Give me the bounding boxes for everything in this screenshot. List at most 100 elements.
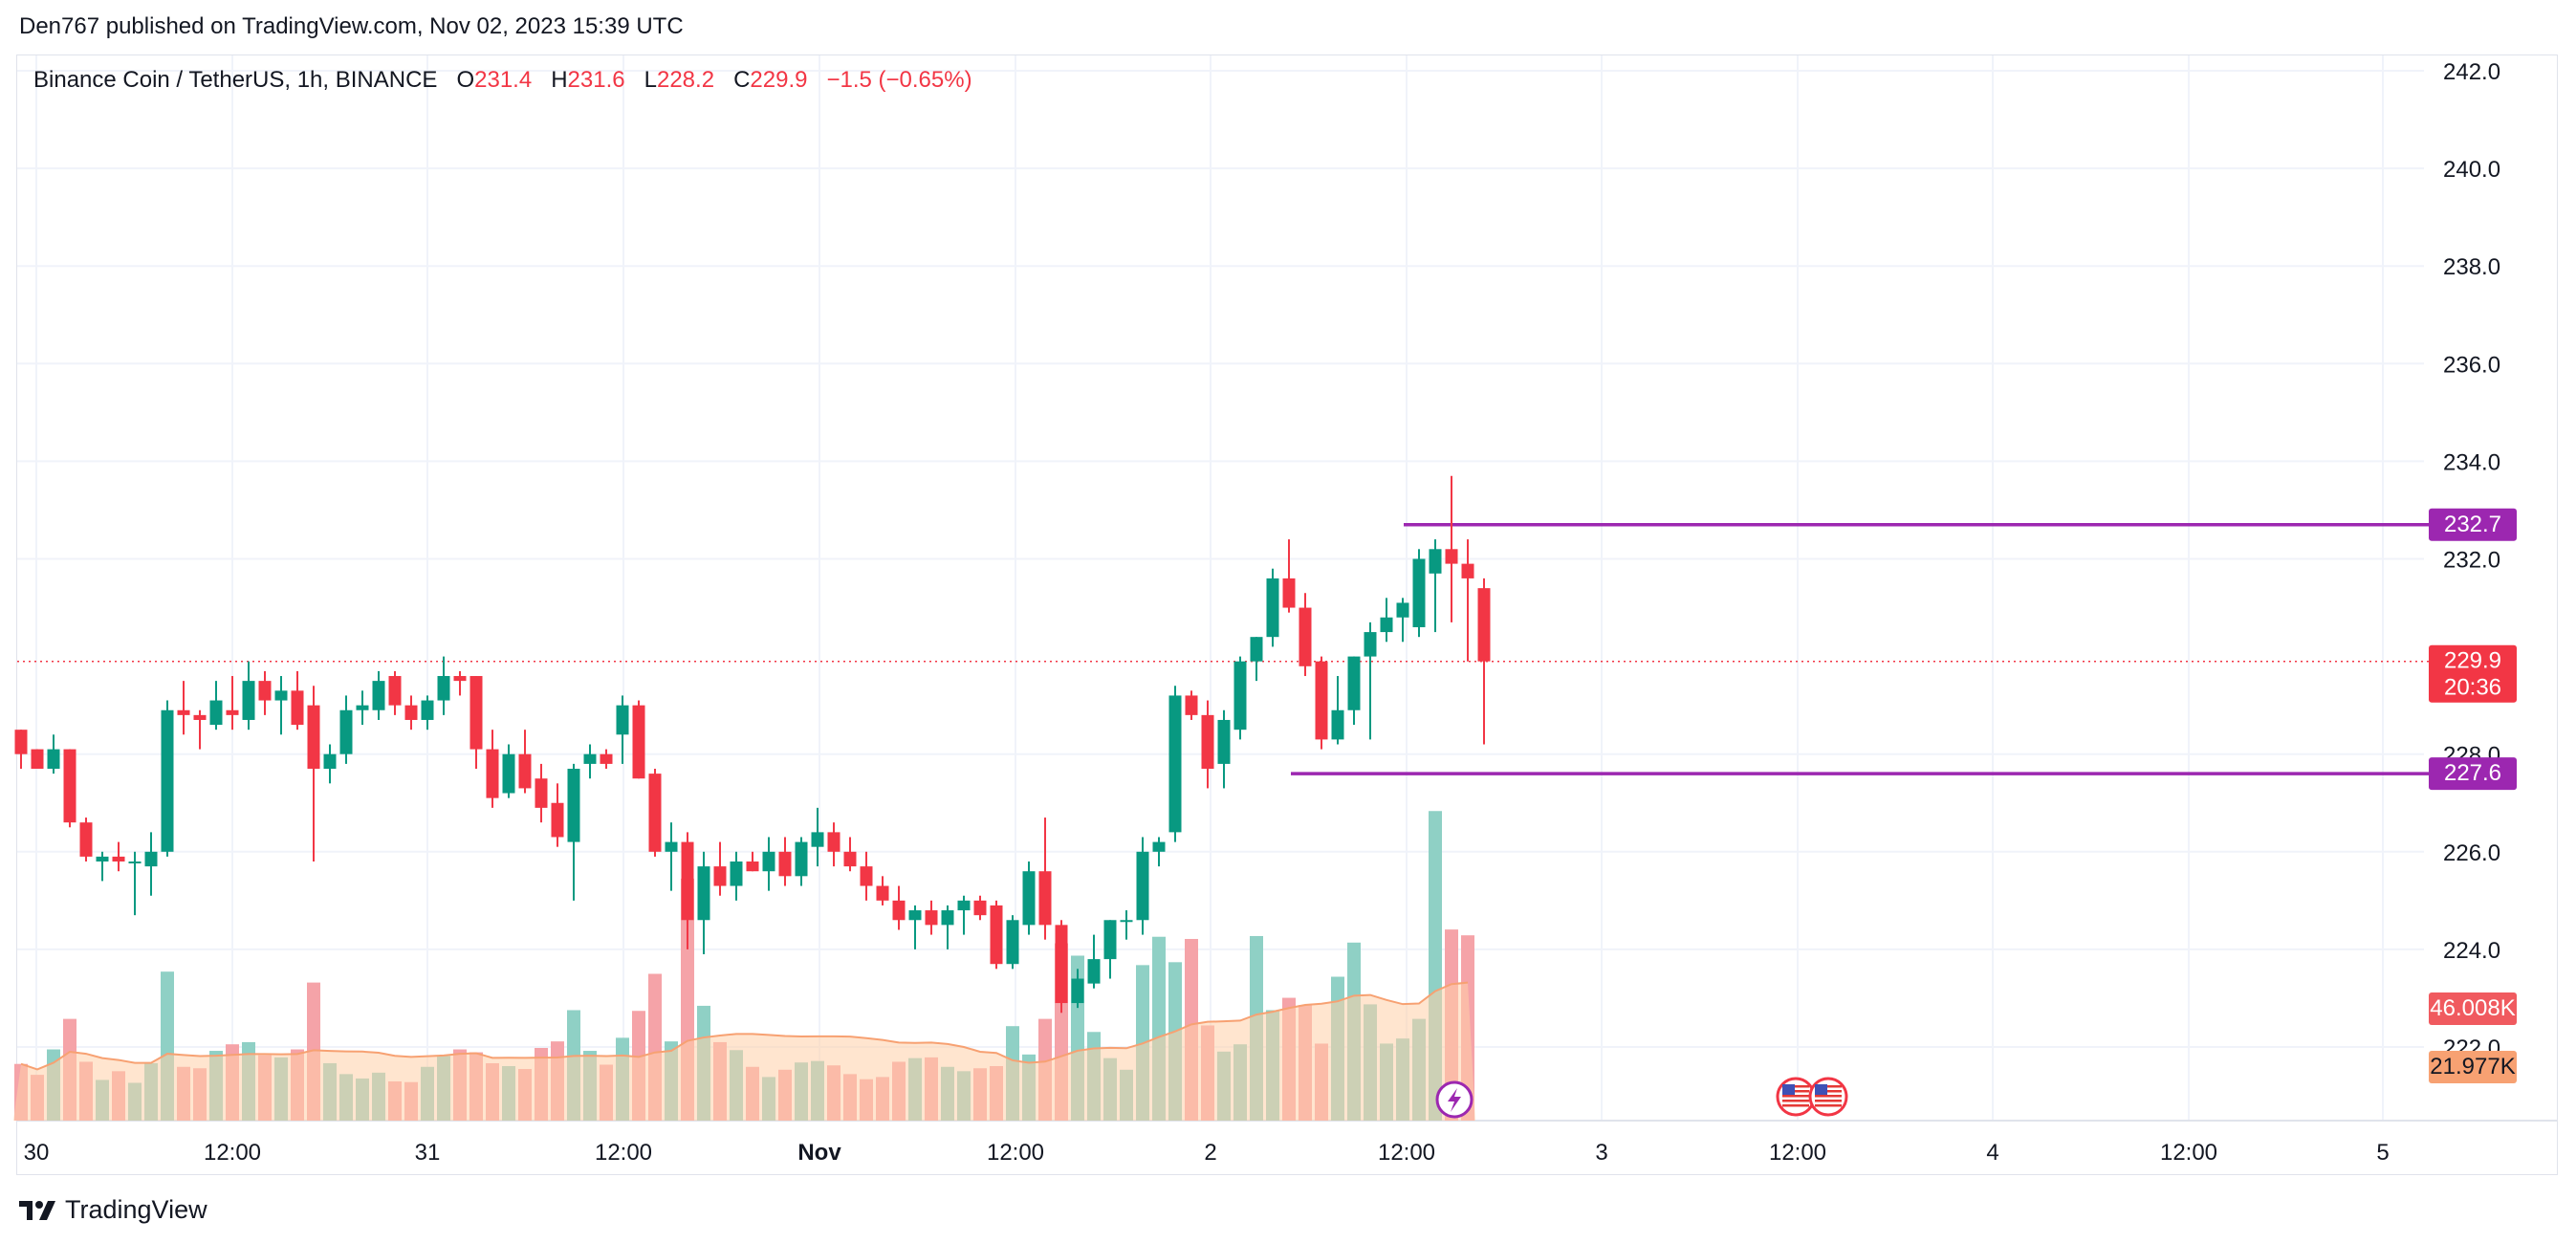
candle[interactable]	[1412, 549, 1426, 638]
candle[interactable]	[908, 905, 922, 949]
candle[interactable]	[795, 837, 808, 886]
candle[interactable]	[827, 822, 840, 867]
candle[interactable]	[356, 690, 369, 726]
candle[interactable]	[323, 744, 337, 784]
candle[interactable]	[242, 661, 255, 731]
candle[interactable]	[990, 900, 1003, 970]
candle[interactable]	[486, 730, 499, 808]
candle[interactable]	[177, 681, 190, 735]
candle[interactable]	[307, 686, 320, 862]
candle[interactable]	[502, 744, 515, 798]
candle[interactable]	[404, 695, 418, 731]
us-flag-icon[interactable]	[1776, 1077, 1816, 1117]
candle[interactable]	[372, 670, 385, 720]
candle[interactable]	[746, 851, 759, 872]
candle[interactable]	[600, 749, 613, 770]
candle[interactable]	[1071, 969, 1084, 1009]
candle[interactable]	[1006, 915, 1019, 970]
price-axis[interactable]: 242.0240.0238.0236.0234.0232.0228.0226.0…	[2443, 59, 2500, 1061]
candle[interactable]	[681, 832, 694, 949]
candle[interactable]	[762, 837, 775, 891]
candle[interactable]	[274, 676, 288, 735]
candle[interactable]	[1152, 837, 1166, 867]
candle[interactable]	[518, 730, 532, 794]
candle[interactable]	[1461, 539, 1474, 662]
candle[interactable]	[1299, 593, 1312, 677]
candle[interactable]	[860, 851, 873, 901]
candle[interactable]	[1250, 637, 1263, 682]
candle[interactable]	[1136, 837, 1149, 935]
candle[interactable]	[1055, 920, 1068, 1014]
candle[interactable]	[1282, 539, 1296, 613]
candle[interactable]	[1022, 861, 1036, 935]
candle[interactable]	[811, 807, 824, 867]
candle[interactable]	[128, 851, 142, 916]
candles[interactable]	[14, 475, 1491, 1014]
candle[interactable]	[1266, 568, 1279, 647]
candle[interactable]	[551, 783, 564, 847]
candle[interactable]	[843, 837, 857, 872]
candle[interactable]	[1347, 656, 1361, 726]
us-flag-icon[interactable]	[1808, 1077, 1848, 1117]
candle[interactable]	[1168, 686, 1182, 842]
candle[interactable]	[1429, 539, 1442, 633]
candle[interactable]	[535, 763, 548, 823]
candle[interactable]	[665, 822, 678, 891]
candle[interactable]	[226, 676, 239, 731]
candle[interactable]	[941, 905, 954, 949]
candle[interactable]	[209, 681, 223, 731]
candle[interactable]	[1315, 656, 1328, 750]
candle[interactable]	[1331, 676, 1344, 745]
candle[interactable]	[1120, 910, 1133, 940]
chart-frame[interactable]	[16, 55, 2558, 1175]
candle[interactable]	[1103, 920, 1117, 979]
candle[interactable]	[63, 749, 76, 828]
candle[interactable]	[79, 818, 93, 862]
chart-icons[interactable]	[1435, 1077, 1848, 1119]
candle[interactable]	[112, 841, 125, 872]
candle[interactable]	[453, 670, 467, 696]
candle[interactable]	[567, 763, 580, 901]
candle[interactable]	[1364, 622, 1377, 740]
candle[interactable]	[892, 885, 906, 930]
candle[interactable]	[648, 769, 662, 857]
candle[interactable]	[144, 832, 158, 896]
candle[interactable]	[47, 734, 60, 774]
candle[interactable]	[437, 656, 450, 715]
candle[interactable]	[697, 851, 710, 955]
candle[interactable]	[730, 851, 743, 901]
candle[interactable]	[291, 670, 304, 731]
candle[interactable]	[973, 895, 987, 921]
candle[interactable]	[1477, 578, 1491, 745]
horizontal-levels[interactable]	[17, 523, 2429, 775]
candle[interactable]	[31, 749, 44, 770]
candle[interactable]	[258, 670, 272, 715]
candle[interactable]	[1380, 598, 1393, 643]
tradingview-logo[interactable]: TradingView	[19, 1195, 207, 1225]
candle[interactable]	[469, 676, 483, 770]
time-axis[interactable]: 30 12:00 31 12:00 Nov 12:00 2 12:00 3 12:00 4 12:00…	[24, 1140, 2390, 1166]
candle[interactable]	[957, 895, 971, 935]
lightning-icon[interactable]	[1435, 1080, 1474, 1119]
candle[interactable]	[876, 876, 889, 905]
candle[interactable]	[388, 670, 402, 715]
candle[interactable]	[1396, 598, 1409, 643]
candle[interactable]	[96, 851, 109, 882]
candle[interactable]	[778, 837, 792, 886]
candle[interactable]	[1217, 709, 1231, 789]
candle[interactable]	[1087, 934, 1101, 989]
candle[interactable]	[925, 900, 938, 935]
candle[interactable]	[1201, 700, 1214, 789]
candle[interactable]	[713, 841, 727, 896]
candle[interactable]	[616, 695, 629, 764]
candle[interactable]	[1445, 475, 1458, 622]
candle[interactable]	[193, 709, 207, 750]
candle[interactable]	[632, 700, 645, 779]
candle[interactable]	[1233, 656, 1247, 740]
candle[interactable]	[421, 695, 434, 731]
candle[interactable]	[339, 695, 353, 764]
candle[interactable]	[161, 700, 174, 857]
candle[interactable]	[1038, 818, 1052, 940]
candle[interactable]	[583, 744, 597, 779]
